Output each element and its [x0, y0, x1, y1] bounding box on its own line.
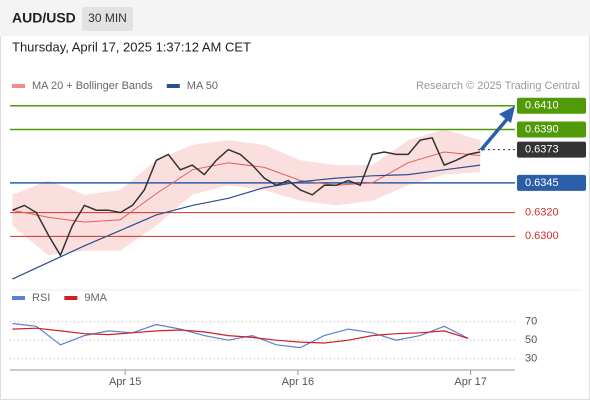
- level-box: [517, 141, 586, 158]
- legend-swatch: [64, 296, 78, 300]
- x-tick-label: Apr 15: [109, 376, 141, 388]
- level-box: [517, 174, 586, 191]
- level-box: [517, 121, 586, 138]
- level-box: [517, 97, 586, 114]
- timeframe-box: [82, 7, 133, 31]
- legend-swatch: [12, 84, 25, 88]
- arrow-head: [499, 106, 515, 123]
- legend-swatch: [12, 296, 25, 300]
- series-line: [12, 327, 469, 344]
- level-label: 0.6390: [525, 123, 559, 135]
- datetime: Thursday, April 17, 2025 1:37:12 AM CET: [12, 39, 251, 54]
- x-tick-label: Apr 16: [282, 376, 314, 388]
- level-label: 0.6320: [525, 206, 559, 218]
- credit: Research © 2025 Trading Central: [416, 80, 580, 92]
- bollinger-band: [12, 129, 481, 256]
- level-label: 0.6373: [525, 144, 559, 156]
- series-line: [12, 164, 481, 280]
- arrow: [479, 116, 510, 152]
- legend-label: RSI: [32, 292, 50, 304]
- legend-label: MA 50: [187, 80, 218, 92]
- legend-swatch: [166, 84, 180, 88]
- price-line: [12, 136, 481, 257]
- level-label: 0.6345: [525, 177, 559, 189]
- y-tick-label: 30: [525, 353, 537, 365]
- legend-label: 9MA: [84, 292, 107, 304]
- series-line: [12, 151, 481, 223]
- timeframe: 30 MIN: [88, 11, 127, 25]
- series-line: [12, 322, 469, 349]
- level-label: 0.6300: [525, 230, 559, 242]
- y-tick-label: 50: [525, 334, 537, 346]
- legend-label: MA 20 + Bollinger Bands: [32, 80, 153, 92]
- symbol: AUD/USD: [12, 10, 76, 26]
- level-label: 0.6410: [525, 100, 559, 112]
- y-tick-label: 70: [525, 316, 537, 328]
- x-tick-label: Apr 17: [454, 376, 486, 388]
